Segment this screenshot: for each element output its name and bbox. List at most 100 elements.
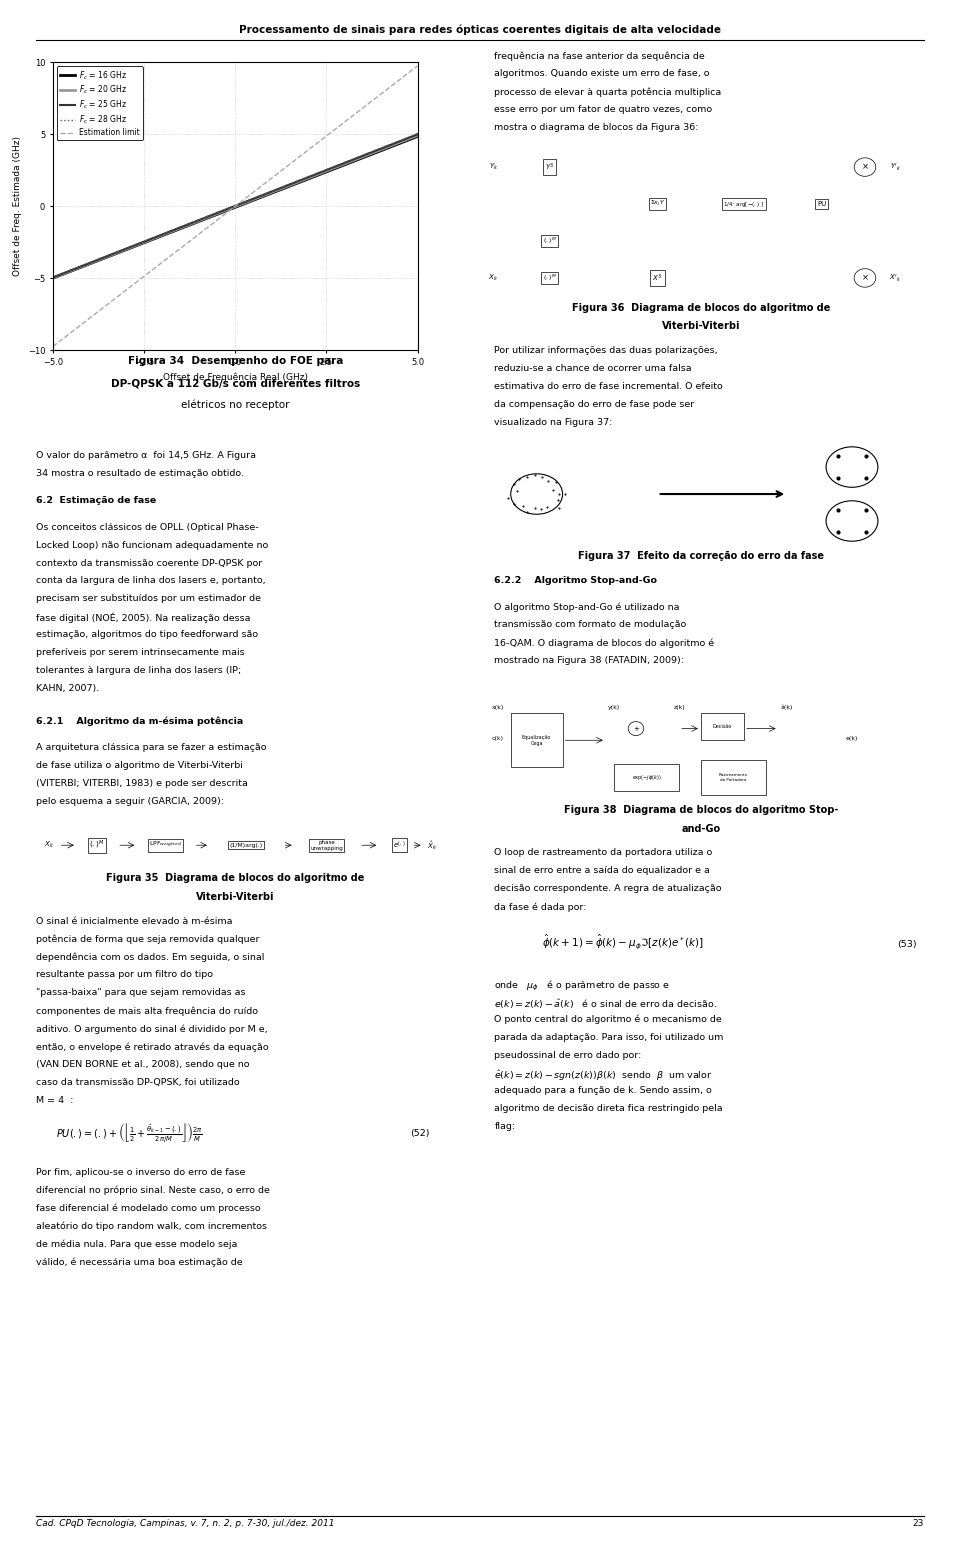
$F_c$ = 28 GHz — [338, 154, 349, 173]
Line: $F_c$ = 28 GHz: $F_c$ = 28 GHz — [53, 134, 418, 277]
$F_c$ = 28 GHz — [331, 156, 343, 174]
Estimation limit — [195, 224, 206, 243]
Text: x(k): x(k) — [492, 705, 504, 710]
Text: caso da transmissão DP-QPSK, foi utilizado: caso da transmissão DP-QPSK, foi utiliza… — [36, 1078, 240, 1086]
Text: algoritmos. Quando existe um erro de fase, o: algoritmos. Quando existe um erro de fas… — [494, 70, 709, 78]
Text: ×: × — [861, 274, 869, 283]
$F_c$ = 20 GHz — [338, 156, 349, 174]
$F_c$ = 20 GHz — [195, 212, 206, 230]
Text: diferencial no próprio sinal. Neste caso, o erro de: diferencial no próprio sinal. Neste caso… — [36, 1186, 271, 1195]
Text: 6.2  Estimação de fase: 6.2 Estimação de fase — [36, 496, 156, 506]
Text: Figura 35  Diagrama de blocos do algoritmo de: Figura 35 Diagrama de blocos do algoritm… — [106, 873, 365, 884]
$F_c$ = 16 GHz — [338, 156, 349, 174]
Text: (VITERBI; VITERBI, 1983) e pode ser descrita: (VITERBI; VITERBI, 1983) e pode ser desc… — [36, 778, 249, 787]
Estimation limit — [412, 56, 423, 75]
Text: esse erro por um fator de quatro vezes, como: esse erro por um fator de quatro vezes, … — [494, 106, 712, 114]
Text: $\hat{\phi}(k+1)=\hat{\phi}(k)-\mu_\phi\Im[z(k)e^*(k)]$: $\hat{\phi}(k+1)=\hat{\phi}(k)-\mu_\phi\… — [542, 932, 705, 951]
Text: $(.)^M$: $(.)^M$ — [542, 237, 557, 246]
Text: (VAN DEN BORNE et al., 2008), sendo que no: (VAN DEN BORNE et al., 2008), sendo que … — [36, 1060, 250, 1069]
Text: Viterbi-Viterbi: Viterbi-Viterbi — [196, 892, 275, 902]
Bar — [701, 759, 766, 795]
Bar — [511, 713, 563, 767]
$F_c$ = 25 GHz — [331, 157, 343, 176]
Text: Os conceitos clássicos de OPLL (Optical Phase-: Os conceitos clássicos de OPLL (Optical … — [36, 523, 259, 532]
Text: $(.)^M$: $(.)^M$ — [89, 839, 105, 851]
Text: Figura 38  Diagrama de blocos do algoritmo Stop-: Figura 38 Diagrama de blocos do algoritm… — [564, 804, 838, 815]
$F_c$ = 25 GHz — [195, 210, 206, 229]
Text: LPF$_{weighted}$: LPF$_{weighted}$ — [149, 840, 182, 850]
$F_c$ = 28 GHz — [298, 170, 309, 188]
$F_c$ = 20 GHz — [298, 171, 309, 190]
Line: $F_c$ = 16 GHz: $F_c$ = 16 GHz — [53, 137, 418, 279]
Text: $X'_k$: $X'_k$ — [889, 272, 901, 283]
Text: 6.2.1    Algoritmo da m-ésima potência: 6.2.1 Algoritmo da m-ésima potência — [36, 716, 244, 725]
Text: $Y^3$: $Y^3$ — [545, 162, 554, 173]
Estimation limit — [338, 114, 349, 132]
Text: Locked Loop) não funcionam adequadamente no: Locked Loop) não funcionam adequadamente… — [36, 541, 269, 549]
Text: Cad. CPqD Tecnologia, Campinas, v. 7, n. 2, p. 7-30, jul./dez. 2011: Cad. CPqD Tecnologia, Campinas, v. 7, n.… — [36, 1519, 335, 1528]
Text: componentes de mais alta frequência do ruído: componentes de mais alta frequência do r… — [36, 1007, 258, 1016]
Text: aleatório do tipo random walk, com incrementos: aleatório do tipo random walk, com incre… — [36, 1221, 268, 1231]
Text: DP-QPSK a 112 Gb/s com diferentes filtros: DP-QPSK a 112 Gb/s com diferentes filtro… — [110, 378, 360, 387]
Text: $\Sigma x_j Y$: $\Sigma x_j Y$ — [650, 199, 665, 209]
Text: KAHN, 2007).: KAHN, 2007). — [36, 685, 100, 692]
$F_c$ = 25 GHz — [338, 154, 349, 173]
$F_c$ = 16 GHz — [298, 171, 309, 190]
Text: $(.)^M$: $(.)^M$ — [542, 272, 557, 283]
Text: (53): (53) — [898, 940, 917, 949]
Bar — [701, 713, 744, 741]
Text: mostra o diagrama de blocos da Figura 36:: mostra o diagrama de blocos da Figura 36… — [494, 123, 699, 132]
Text: então, o envelope é retirado através da equação: então, o envelope é retirado através da … — [36, 1043, 269, 1052]
Line: $F_c$ = 20 GHz: $F_c$ = 20 GHz — [53, 135, 418, 279]
Text: O ponto central do algoritmo é o mecanismo de: O ponto central do algoritmo é o mecanis… — [494, 1015, 722, 1024]
Text: dependência com os dados. Em seguida, o sinal: dependência com os dados. Em seguida, o … — [36, 952, 265, 962]
Line: $F_c$ = 25 GHz: $F_c$ = 25 GHz — [53, 134, 418, 277]
Text: 16-QAM. O diagrama de blocos do algoritmo é: 16-QAM. O diagrama de blocos do algoritm… — [494, 638, 714, 647]
$F_c$ = 25 GHz — [207, 205, 219, 224]
Text: onde   $\mu_\phi$   é o parâmetro de passo e: onde $\mu_\phi$ é o parâmetro de passo e — [494, 979, 671, 993]
Text: válido, é necessária uma boa estimação de: válido, é necessária uma boa estimação d… — [36, 1257, 243, 1267]
Text: flag:: flag: — [494, 1122, 516, 1131]
Text: estimativa do erro de fase incremental. O efeito: estimativa do erro de fase incremental. … — [494, 383, 723, 391]
Text: (52): (52) — [411, 1130, 430, 1137]
Text: y(k): y(k) — [609, 705, 620, 710]
Text: preferíveis por serem intrinsecamente mais: preferíveis por serem intrinsecamente ma… — [36, 649, 245, 657]
$F_c$ = 20 GHz — [207, 205, 219, 224]
Text: algoritmo de decisão direta fica restringido pela: algoritmo de decisão direta fica restrin… — [494, 1105, 723, 1114]
Text: â(k): â(k) — [781, 705, 793, 710]
$F_c$ = 28 GHz — [195, 210, 206, 229]
$F_c$ = 25 GHz — [47, 268, 59, 286]
Text: Figura 36  Diagrama de blocos do algoritmo de: Figura 36 Diagrama de blocos do algoritm… — [571, 303, 830, 313]
Text: aditivo. O argumento do sinal é dividido por M e,: aditivo. O argumento do sinal é dividido… — [36, 1024, 268, 1033]
Text: de média nula. Para que esse modelo seja: de média nula. Para que esse modelo seja — [36, 1240, 238, 1249]
Y-axis label: Offset de Freq. Estimada (GHz): Offset de Freq. Estimada (GHz) — [13, 137, 22, 275]
Text: pseudossinal de erro dado por:: pseudossinal de erro dado por: — [494, 1050, 642, 1060]
$F_c$ = 16 GHz — [207, 207, 219, 226]
$F_c$ = 25 GHz — [412, 124, 423, 143]
$F_c$ = 20 GHz — [412, 126, 423, 145]
Text: phase
unwrapping: phase unwrapping — [310, 840, 343, 851]
Line: Estimation limit: Estimation limit — [53, 65, 418, 347]
$F_c$ = 25 GHz — [298, 170, 309, 188]
Text: $X_k$: $X_k$ — [489, 272, 498, 283]
Text: elétricos no receptor: elétricos no receptor — [180, 400, 290, 411]
Text: "passa-baixa" para que sejam removidas as: "passa-baixa" para que sejam removidas a… — [36, 988, 246, 997]
Text: and-Go: and-Go — [682, 823, 720, 834]
Text: M = 4  :: M = 4 : — [36, 1095, 74, 1105]
$F_c$ = 28 GHz — [47, 268, 59, 286]
Text: 34 mostra o resultado de estimação obtido.: 34 mostra o resultado de estimação obtid… — [36, 470, 245, 478]
Text: sinal de erro entre a saída do equalizador e a: sinal de erro entre a saída do equalizad… — [494, 867, 710, 876]
Text: estimação, algoritmos do tipo feedforward são: estimação, algoritmos do tipo feedforwar… — [36, 630, 258, 640]
Text: PU: PU — [817, 201, 827, 207]
Text: 6.2.2    Algoritmo Stop-and-Go: 6.2.2 Algoritmo Stop-and-Go — [494, 576, 658, 585]
Text: $e^{(.)}$: $e^{(.)}$ — [393, 840, 406, 851]
$F_c$ = 20 GHz — [331, 157, 343, 176]
Text: fase diferencial é modelado como um processo: fase diferencial é modelado como um proc… — [36, 1204, 261, 1214]
X-axis label: Offset de Frequência Real (GHz): Offset de Frequência Real (GHz) — [162, 372, 308, 381]
Text: $e(k)=z(k)-\hat{a}(k)$   é o sinal de erro da decisão.: $e(k)=z(k)-\hat{a}(k)$ é o sinal de erro… — [494, 997, 717, 1011]
Estimation limit — [331, 118, 343, 137]
Text: precisam ser substituídos por um estimador de: precisam ser substituídos por um estimad… — [36, 594, 261, 604]
Text: $X_k$: $X_k$ — [43, 840, 54, 850]
Text: parada da adaptação. Para isso, foi utilizado um: parada da adaptação. Para isso, foi util… — [494, 1033, 724, 1043]
Text: $X^3$: $X^3$ — [653, 272, 662, 283]
